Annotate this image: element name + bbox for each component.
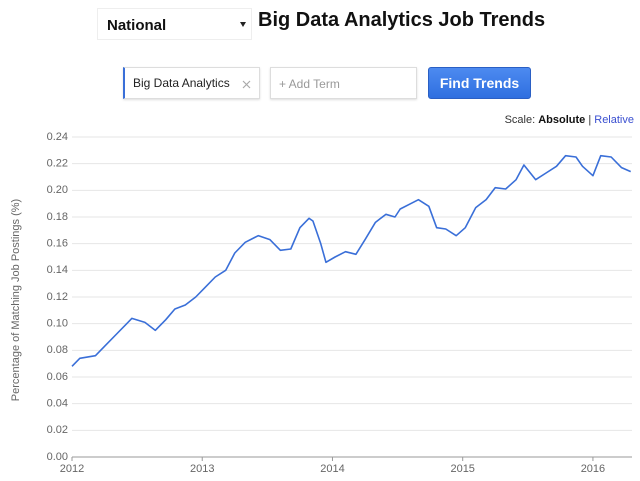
scale-sep: | xyxy=(588,114,592,126)
x-tick-label: 2015 xyxy=(450,463,474,475)
y-tick-label: 0.04 xyxy=(47,398,68,410)
y-tick-label: 0.08 xyxy=(47,344,68,356)
x-tick-label: 2016 xyxy=(581,463,605,475)
y-tick-label: 0.22 xyxy=(47,158,68,170)
term-chip[interactable]: Big Data Analytics xyxy=(123,67,260,99)
x-tick-label: 2012 xyxy=(60,463,84,475)
find-trends-button[interactable]: Find Trends xyxy=(428,67,531,99)
x-tick-label: 2014 xyxy=(320,463,344,475)
y-tick-label: 0.12 xyxy=(47,291,68,303)
location-text: National xyxy=(107,17,167,34)
location-select[interactable]: National xyxy=(97,8,252,40)
y-axis-label: Percentage of Matching Job Postings (%) xyxy=(10,199,22,401)
y-tick-label: 0.06 xyxy=(47,371,68,383)
y-tick-label: 0.10 xyxy=(47,318,68,330)
page-title: Big Data Analytics Job Trends xyxy=(258,9,546,31)
y-tick-label: 0.00 xyxy=(47,451,68,463)
scale-relative[interactable]: Relative xyxy=(594,114,634,126)
remove-icon[interactable] xyxy=(242,80,251,89)
dropdown-arrow xyxy=(240,22,246,27)
scale-label: Scale: xyxy=(504,114,536,126)
term-text: Big Data Analytics xyxy=(133,76,230,90)
y-tick-label: 0.20 xyxy=(47,184,68,196)
y-tick-label: 0.16 xyxy=(47,238,68,250)
scale-absolute[interactable]: Absolute xyxy=(538,114,586,126)
y-tick-label: 0.14 xyxy=(47,264,68,276)
y-tick-label: 0.18 xyxy=(47,211,68,223)
x-tick-label: 2013 xyxy=(190,463,214,475)
y-tick-label: 0.02 xyxy=(47,424,68,436)
scale-switch: Scale: Absolute | Relative xyxy=(505,114,634,126)
trend-line xyxy=(71,154,632,367)
add-term-input[interactable]: + Add Term xyxy=(270,67,417,99)
y-tick-label: 0.24 xyxy=(47,131,68,143)
